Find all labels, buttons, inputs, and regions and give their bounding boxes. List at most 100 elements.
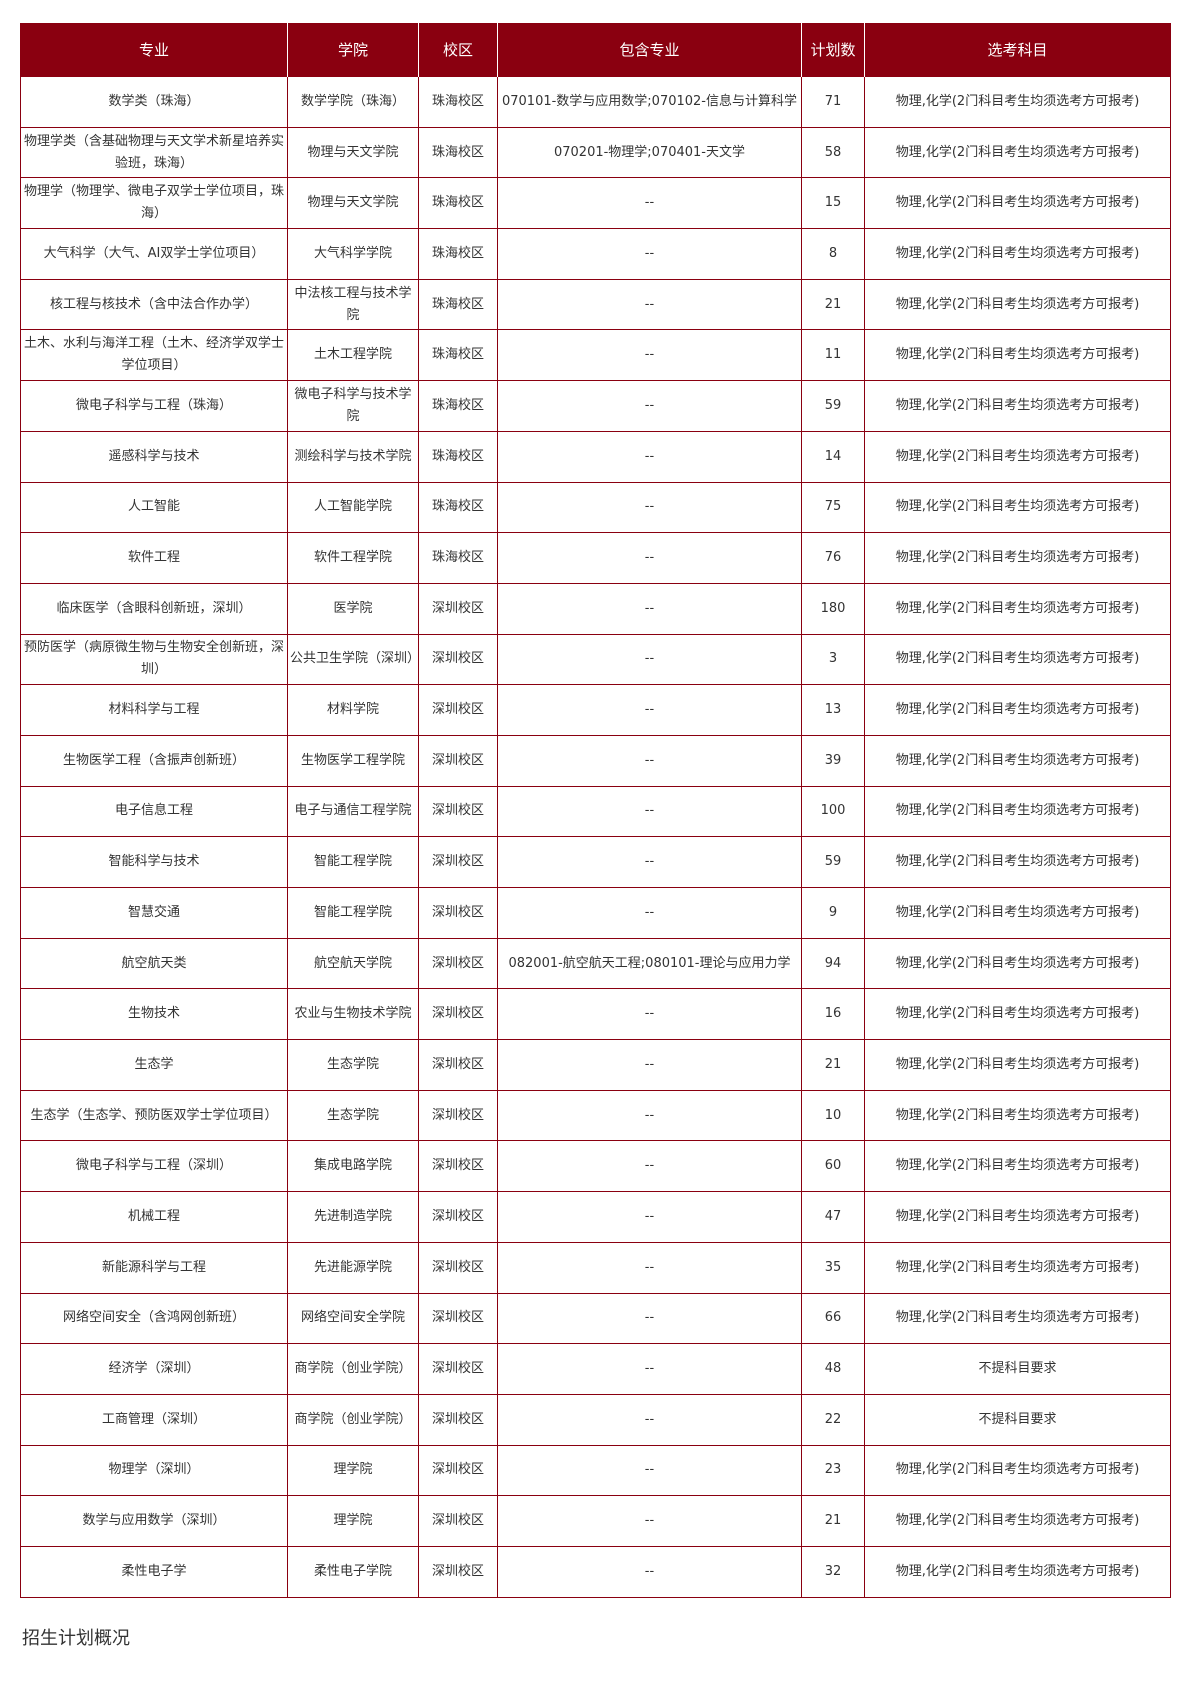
- cell-required-subjects: 物理,化学(2门科目考生均须选考方可报考): [864, 380, 1171, 432]
- cell-plan-count: 21: [801, 1039, 865, 1091]
- cell-included-majors: --: [497, 1140, 802, 1193]
- cell-plan-count: 9: [801, 887, 865, 939]
- cell-plan-count: 39: [801, 734, 865, 787]
- cell-included-majors: --: [497, 1393, 802, 1446]
- cell-college: 航空航天学院: [287, 937, 419, 990]
- cell-required-subjects: 物理,化学(2门科目考生均须选考方可报考): [864, 1140, 1171, 1193]
- cell-major: 物理学（物理学、微电子双学士学位项目，珠海）: [20, 177, 288, 230]
- cell-campus: 珠海校区: [418, 532, 498, 584]
- cell-required-subjects: 物理,化学(2门科目考生均须选考方可报考): [864, 836, 1171, 888]
- cell-major: 生物技术: [20, 988, 288, 1041]
- cell-included-majors: --: [497, 481, 802, 534]
- table-row: 数学与应用数学（深圳） 理学院 深圳校区 -- 21 物理,化学(2门科目考生均须选考方可…: [20, 1495, 1171, 1547]
- cell-major: 柔性电子学: [20, 1545, 288, 1598]
- cell-campus: 深圳校区: [418, 734, 498, 787]
- cell-included-majors: --: [497, 1545, 802, 1598]
- table-row: 土木、水利与海洋工程（土木、经济学双学士学位项目） 土木工程学院 珠海校区 -- 11 物…: [20, 329, 1171, 382]
- cell-required-subjects: 物理,化学(2门科目考生均须选考方可报考): [864, 1191, 1171, 1243]
- cell-included-majors: --: [497, 430, 802, 483]
- cell-required-subjects: 物理,化学(2门科目考生均须选考方可报考): [864, 582, 1171, 635]
- cell-major: 物理学类（含基础物理与天文学术新星培养实验班，珠海）: [20, 126, 288, 179]
- cell-campus: 深圳校区: [418, 1039, 498, 1091]
- cell-college: 生物医学工程学院: [287, 734, 419, 787]
- cell-required-subjects: 物理,化学(2门科目考生均须选考方可报考): [864, 1241, 1171, 1294]
- cell-required-subjects: 物理,化学(2门科目考生均须选考方可报考): [864, 734, 1171, 787]
- table-row: 工商管理（深圳） 商学院（创业学院） 深圳校区 -- 22 不提科目要求: [20, 1393, 1171, 1446]
- cell-plan-count: 10: [801, 1089, 865, 1142]
- table-row: 机械工程 先进制造学院 深圳校区 -- 47 物理,化学(2门科目考生均须选考方可报考): [20, 1191, 1171, 1243]
- cell-included-majors: --: [497, 785, 802, 838]
- cell-campus: 深圳校区: [418, 1191, 498, 1243]
- cell-plan-count: 13: [801, 684, 865, 736]
- cell-major: 新能源科学与工程: [20, 1241, 288, 1294]
- cell-major: 预防医学（病原微生物与生物安全创新班，深圳）: [20, 633, 288, 686]
- cell-major: 微电子科学与工程（深圳）: [20, 1140, 288, 1193]
- cell-required-subjects: 物理,化学(2门科目考生均须选考方可报考): [864, 76, 1171, 128]
- table-row: 大气科学（大气、AI双学士学位项目） 大气科学学院 珠海校区 -- 8 物理,化学(2门科…: [20, 228, 1171, 280]
- cell-campus: 深圳校区: [418, 937, 498, 990]
- cell-college: 大气科学学院: [287, 228, 419, 280]
- cell-required-subjects: 物理,化学(2门科目考生均须选考方可报考): [864, 532, 1171, 584]
- cell-campus: 深圳校区: [418, 887, 498, 939]
- cell-campus: 深圳校区: [418, 1140, 498, 1193]
- cell-plan-count: 3: [801, 633, 865, 686]
- cell-campus: 深圳校区: [418, 836, 498, 888]
- cell-major: 数学类（珠海）: [20, 76, 288, 128]
- cell-included-majors: --: [497, 1191, 802, 1243]
- table-row: 生物技术 农业与生物技术学院 深圳校区 -- 16 物理,化学(2门科目考生均须选考方可报…: [20, 988, 1171, 1041]
- cell-included-majors: --: [497, 278, 802, 331]
- cell-campus: 珠海校区: [418, 228, 498, 280]
- cell-college: 商学院（创业学院）: [287, 1343, 419, 1395]
- table-row: 柔性电子学 柔性电子学院 深圳校区 -- 32 物理,化学(2门科目考生均须选考方可报考): [20, 1545, 1171, 1598]
- cell-campus: 深圳校区: [418, 988, 498, 1041]
- cell-plan-count: 22: [801, 1393, 865, 1446]
- cell-included-majors: --: [497, 582, 802, 635]
- cell-included-majors: 070201-物理学;070401-天文学: [497, 126, 802, 179]
- cell-campus: 深圳校区: [418, 1444, 498, 1497]
- table-row: 网络空间安全（含鸿网创新班） 网络空间安全学院 深圳校区 -- 66 物理,化学(2门科目…: [20, 1292, 1171, 1345]
- cell-college: 材料学院: [287, 684, 419, 736]
- cell-required-subjects: 物理,化学(2门科目考生均须选考方可报考): [864, 430, 1171, 483]
- cell-major: 材料科学与工程: [20, 684, 288, 736]
- cell-plan-count: 76: [801, 532, 865, 584]
- cell-included-majors: --: [497, 1241, 802, 1294]
- cell-required-subjects: 物理,化学(2门科目考生均须选考方可报考): [864, 481, 1171, 534]
- cell-required-subjects: 物理,化学(2门科目考生均须选考方可报考): [864, 228, 1171, 280]
- cell-major: 航空航天类: [20, 937, 288, 990]
- table-row: 微电子科学与工程（深圳） 集成电路学院 深圳校区 -- 60 物理,化学(2门科目考生均须…: [20, 1140, 1171, 1193]
- cell-included-majors: --: [497, 1495, 802, 1547]
- cell-major: 大气科学（大气、AI双学士学位项目）: [20, 228, 288, 280]
- cell-college: 人工智能学院: [287, 481, 419, 534]
- cell-required-subjects: 物理,化学(2门科目考生均须选考方可报考): [864, 329, 1171, 382]
- cell-required-subjects: 物理,化学(2门科目考生均须选考方可报考): [864, 785, 1171, 838]
- cell-college: 生态学院: [287, 1089, 419, 1142]
- enrollment-plan-table: 专业 学院 校区 包含专业 计划数 选考科目 数学类（珠海） 数学学院（珠海） 珠海校区 070…: [20, 23, 1171, 1598]
- column-header-college: 学院: [287, 23, 419, 77]
- cell-major: 核工程与核技术（含中法合作办学）: [20, 278, 288, 331]
- cell-included-majors: --: [497, 329, 802, 382]
- table-row: 生态学 生态学院 深圳校区 -- 21 物理,化学(2门科目考生均须选考方可报考): [20, 1039, 1171, 1091]
- cell-included-majors: --: [497, 1089, 802, 1142]
- cell-college: 智能工程学院: [287, 836, 419, 888]
- cell-included-majors: --: [497, 380, 802, 432]
- cell-included-majors: --: [497, 1292, 802, 1345]
- cell-required-subjects: 物理,化学(2门科目考生均须选考方可报考): [864, 1444, 1171, 1497]
- cell-included-majors: --: [497, 228, 802, 280]
- cell-plan-count: 16: [801, 988, 865, 1041]
- cell-college: 物理与天文学院: [287, 126, 419, 179]
- cell-included-majors: 082001-航空航天工程;080101-理论与应用力学: [497, 937, 802, 990]
- cell-college: 电子与通信工程学院: [287, 785, 419, 838]
- cell-included-majors: --: [497, 684, 802, 736]
- cell-major: 数学与应用数学（深圳）: [20, 1495, 288, 1547]
- cell-plan-count: 11: [801, 329, 865, 382]
- cell-required-subjects: 不提科目要求: [864, 1393, 1171, 1446]
- cell-included-majors: --: [497, 887, 802, 939]
- cell-campus: 珠海校区: [418, 76, 498, 128]
- cell-college: 理学院: [287, 1495, 419, 1547]
- cell-campus: 深圳校区: [418, 785, 498, 838]
- cell-included-majors: --: [497, 532, 802, 584]
- cell-campus: 珠海校区: [418, 177, 498, 230]
- cell-major: 生态学（生态学、预防医双学士学位项目）: [20, 1089, 288, 1142]
- cell-college: 医学院: [287, 582, 419, 635]
- cell-required-subjects: 物理,化学(2门科目考生均须选考方可报考): [864, 1292, 1171, 1345]
